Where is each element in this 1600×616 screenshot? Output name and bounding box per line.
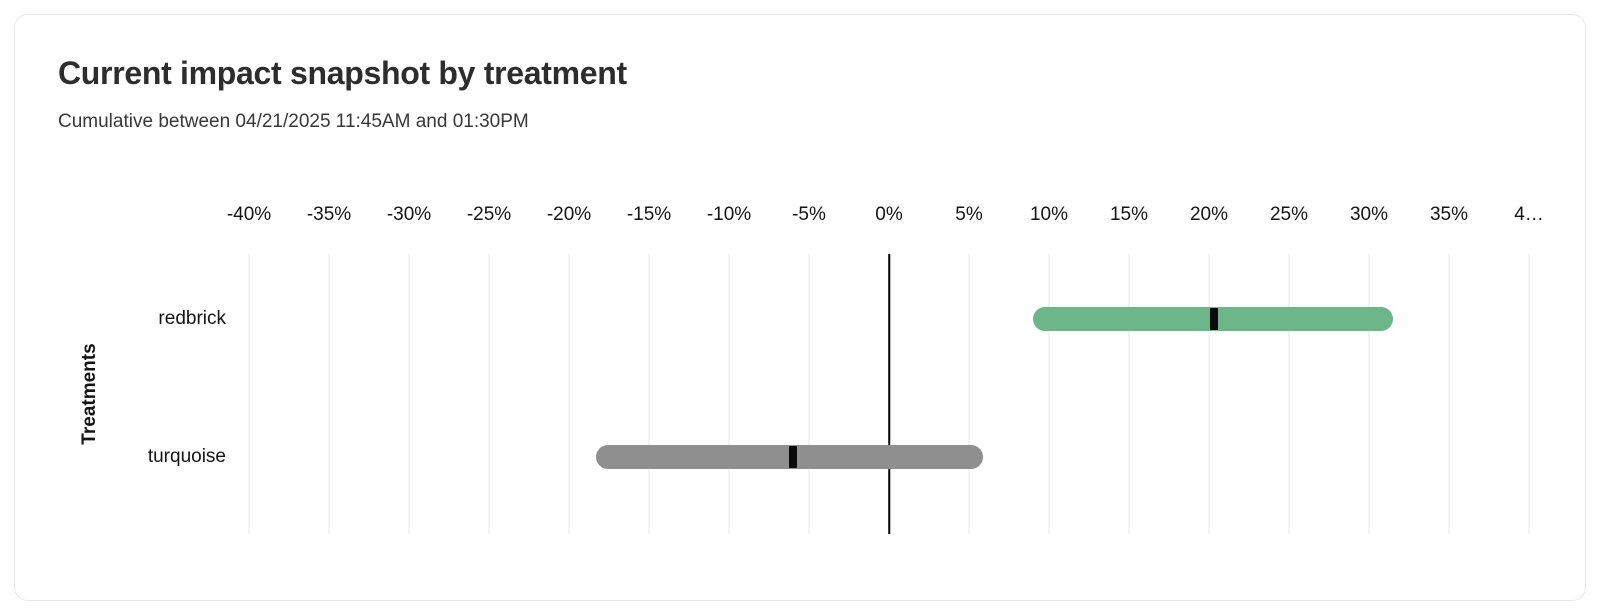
gridline <box>1048 254 1050 534</box>
gridline <box>648 254 650 534</box>
chart-title: Current impact snapshot by treatment <box>58 55 627 91</box>
x-tick-label: 15% <box>1109 204 1149 225</box>
x-tick-label: 25% <box>1269 204 1309 225</box>
x-tick-label: -40% <box>226 204 272 225</box>
gridline <box>808 254 810 534</box>
gridline <box>408 254 410 534</box>
point-marker-turquoise <box>789 446 797 468</box>
chart-card: Current impact snapshot by treatment Cum… <box>14 14 1586 601</box>
x-tick-label: 0% <box>875 204 903 225</box>
gridline <box>1288 254 1290 534</box>
gridline <box>1448 254 1450 534</box>
gridline <box>728 254 730 534</box>
x-tick-label: -15% <box>626 204 672 225</box>
gridline <box>1208 254 1210 534</box>
x-tick-label: 30% <box>1349 204 1389 225</box>
gridline <box>328 254 330 534</box>
zero-gridline <box>888 254 890 534</box>
x-tick-label: -20% <box>546 204 592 225</box>
gridline <box>968 254 970 534</box>
plot-area <box>248 254 1530 534</box>
gridline <box>248 254 250 534</box>
gridline <box>488 254 490 534</box>
row-label-turquoise: turquoise <box>147 446 226 467</box>
x-tick-label: 4… <box>1514 204 1544 225</box>
x-tick-label: 5% <box>955 204 983 225</box>
gridline <box>1128 254 1130 534</box>
x-tick-label: 20% <box>1189 204 1229 225</box>
row-label-redbrick: redbrick <box>158 308 226 329</box>
x-tick-label: -5% <box>792 204 826 225</box>
gridline <box>1368 254 1370 534</box>
x-tick-label: 35% <box>1429 204 1469 225</box>
x-tick-label: 10% <box>1029 204 1069 225</box>
x-tick-label: -30% <box>386 204 432 225</box>
x-tick-label: -35% <box>306 204 352 225</box>
x-axis-ticks: -40% -35% -30% -25% -20% -15% -10% -5% 0% 5% 10% 15… <box>227 203 1544 227</box>
point-marker-redbrick <box>1209 308 1218 330</box>
gridline <box>568 254 570 534</box>
x-tick-label: -25% <box>466 204 512 225</box>
chart-subtitle: Cumulative between 04/21/2025 11:45AM an… <box>58 111 529 132</box>
gridline <box>1528 254 1530 534</box>
x-tick-label: -10% <box>706 204 752 225</box>
row-labels: redbrick turquoise <box>15 254 226 534</box>
